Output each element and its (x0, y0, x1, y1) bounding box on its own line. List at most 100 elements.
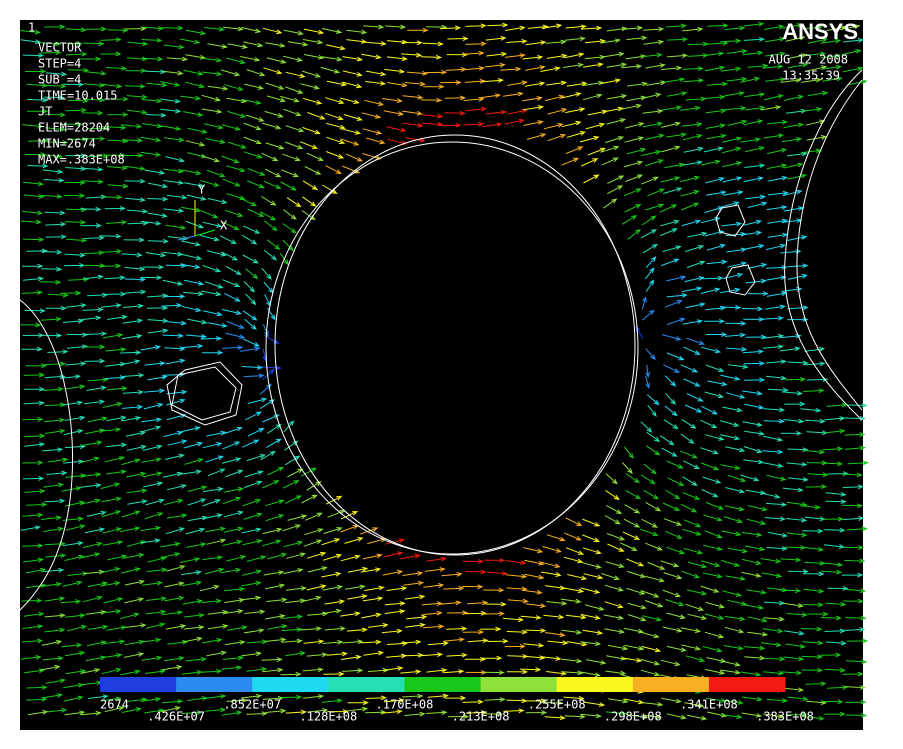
vector-arrow (621, 25, 644, 31)
vector-arrow (183, 279, 205, 286)
vector-arrow (359, 527, 379, 535)
vector-arrow (44, 112, 66, 118)
vector-arrow (580, 587, 601, 594)
vector-arrow (767, 531, 788, 538)
vector-arrow (185, 140, 206, 147)
vector-arrow (141, 417, 163, 423)
vector-arrow (741, 531, 763, 537)
vector-arrow (200, 180, 220, 187)
vector-arrow (102, 540, 124, 546)
vector-arrow (160, 81, 181, 87)
vector-arrow (121, 510, 141, 518)
info-line: ELEM=28204 (38, 121, 110, 135)
vector-arrow (503, 708, 525, 714)
vector-arrow (180, 426, 201, 433)
vector-arrow (303, 28, 325, 35)
vector-arrow (347, 566, 369, 573)
vector-arrow (364, 99, 385, 107)
vector-arrow (786, 173, 807, 180)
vector-arrow (221, 309, 242, 315)
vector-arrow (487, 638, 509, 644)
vector-arrow (645, 203, 665, 211)
vector-arrow (87, 377, 109, 383)
vector-arrow (43, 526, 64, 533)
vector-arrow (401, 40, 423, 46)
vector-arrow (747, 63, 769, 69)
vector-arrow (705, 668, 726, 675)
vector-arrow (606, 655, 627, 661)
vector-arrow (47, 457, 69, 463)
vector-arrow (165, 156, 186, 163)
vector-arrow (804, 418, 826, 424)
vector-arrow (683, 547, 704, 555)
vector-arrow (46, 71, 68, 77)
vector-arrow (784, 630, 805, 636)
vector-arrow (185, 334, 208, 339)
vector-arrow (246, 711, 268, 717)
vector-arrow (564, 532, 582, 541)
vector-arrow (583, 62, 604, 68)
vector-arrow (219, 235, 237, 244)
vector-arrow (24, 488, 46, 494)
vector-arrow (665, 489, 681, 500)
vector-arrow (323, 527, 343, 534)
vector-arrow (241, 693, 263, 699)
vector-arrow (762, 628, 784, 634)
vector-arrow (222, 539, 243, 546)
vector-arrow (743, 459, 765, 465)
vector-arrow (660, 435, 675, 446)
vector-arrow (762, 435, 784, 442)
vector-arrow (663, 419, 679, 430)
vector-arrow (585, 122, 606, 130)
vector-arrow (200, 234, 220, 242)
vector-arrow (705, 123, 727, 129)
vector-arrow (783, 418, 805, 424)
vector-arrow (164, 346, 186, 352)
vector-arrow (680, 190, 700, 197)
vector-arrow (161, 303, 183, 308)
vector-arrow (483, 557, 506, 563)
vector-arrow (24, 433, 46, 439)
vector-arrow (242, 254, 259, 264)
vector-arrow (80, 472, 102, 478)
vector-arrow (727, 119, 748, 126)
vector-arrow (83, 569, 105, 575)
vector-arrow (645, 501, 662, 512)
vector-arrow (485, 601, 507, 607)
vector-arrow (744, 92, 766, 98)
vector-arrow (564, 52, 585, 59)
vector-arrow (181, 570, 202, 576)
vector-arrow (642, 108, 664, 114)
vector-arrow (43, 177, 65, 183)
vector-arrow (281, 638, 303, 644)
vector-arrow (80, 483, 102, 488)
vector-arrow (66, 344, 88, 350)
vector-arrow (346, 627, 369, 633)
vector-arrow (360, 639, 382, 645)
vector-arrow (747, 505, 768, 512)
vector-arrow (627, 614, 647, 622)
vector-arrow (83, 595, 103, 603)
vector-arrow (422, 121, 444, 127)
vector-arrow (740, 76, 761, 83)
vector-arrow (245, 268, 259, 280)
vector-arrow (820, 652, 842, 658)
vector-arrow (561, 658, 583, 664)
vector-arrow (286, 552, 307, 559)
vector-arrow (123, 372, 145, 378)
vector-arrow (287, 468, 304, 478)
vector-arrow (444, 695, 467, 701)
vector-arrow (164, 453, 185, 460)
vector-arrow (566, 131, 587, 138)
vector-arrow (627, 229, 641, 240)
vector-arrow (183, 625, 205, 630)
vector-arrow (23, 372, 45, 378)
vector-arrow (404, 622, 426, 628)
vector-arrow (783, 687, 805, 693)
vector-arrow (201, 57, 223, 63)
vector-arrow (845, 588, 867, 594)
vector-arrow (582, 629, 604, 635)
vector-arrow (120, 350, 142, 355)
vector-arrow (704, 65, 726, 72)
vector-arrow (462, 584, 484, 590)
